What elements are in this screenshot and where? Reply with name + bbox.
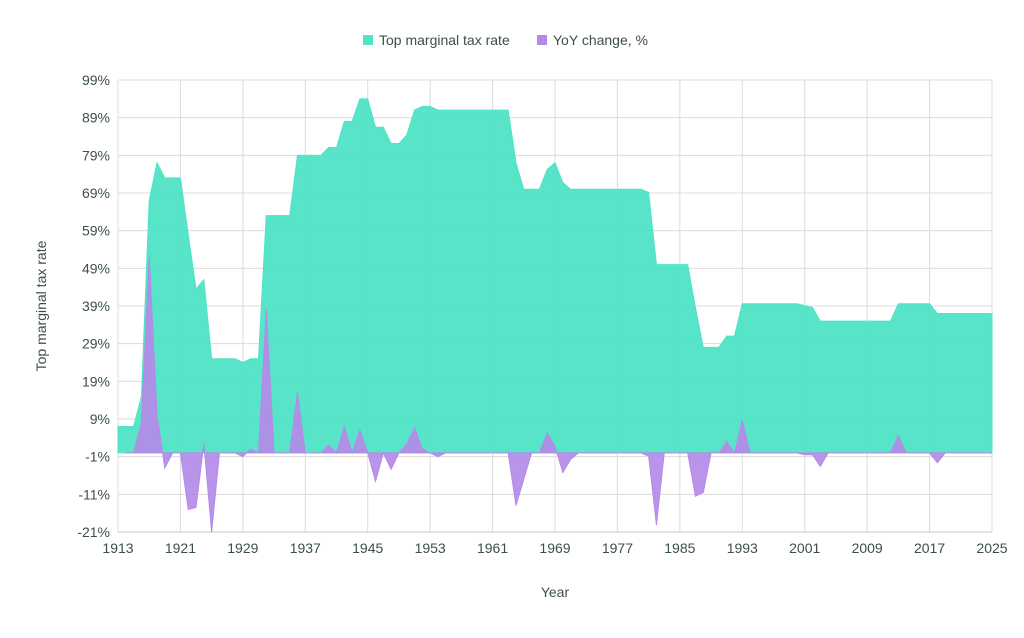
- x-tick-label: 1961: [477, 540, 508, 556]
- y-tick-label: 89%: [82, 110, 110, 126]
- y-tick-label: -21%: [77, 524, 110, 540]
- x-tick-label: 1993: [727, 540, 758, 556]
- x-axis-label: Year: [541, 584, 570, 600]
- y-tick-label: 79%: [82, 147, 110, 163]
- x-tick-label: 1929: [227, 540, 258, 556]
- y-tick-label: 29%: [82, 336, 110, 352]
- x-tick-label: 1977: [602, 540, 633, 556]
- x-tick-label: 2001: [789, 540, 820, 556]
- x-axis-ticks: 1913 1921 1929 1937 1945 1953 1961 1969 1977 1985…: [102, 540, 1007, 556]
- y-tick-label: -1%: [85, 449, 110, 465]
- x-tick-label: 1921: [165, 540, 196, 556]
- x-tick-label: 1969: [539, 540, 570, 556]
- x-tick-label: 1945: [352, 540, 383, 556]
- legend-label-top-marginal-tax-rate: Top marginal tax rate: [379, 32, 510, 48]
- x-tick-label: 1985: [664, 540, 695, 556]
- legend: Top marginal tax rate YoY change, %: [363, 32, 648, 48]
- area-series-top-marginal-tax-rate: [117, 98, 993, 454]
- y-tick-label: 9%: [90, 411, 110, 427]
- y-tick-label: 59%: [82, 223, 110, 239]
- x-tick-label: 1937: [290, 540, 321, 556]
- legend-label-yoy-change: YoY change, %: [553, 32, 648, 48]
- y-tick-label: 39%: [82, 298, 110, 314]
- legend-swatch-yoy-change: [537, 35, 547, 45]
- x-tick-label: 1913: [102, 540, 133, 556]
- y-tick-label: 19%: [82, 373, 110, 389]
- x-tick-label: 2017: [914, 540, 945, 556]
- x-tick-label: 2025: [976, 540, 1007, 556]
- y-tick-label: 99%: [82, 72, 110, 88]
- y-tick-label: 49%: [82, 260, 110, 276]
- y-axis-ticks: -21% -11% -1% 9% 19% 29% 39% 49% 59% 69% 79% 89% 99%: [77, 72, 110, 540]
- x-tick-label: 2009: [852, 540, 883, 556]
- y-tick-label: 69%: [82, 185, 110, 201]
- plot-area: [117, 98, 993, 533]
- y-tick-label: -11%: [78, 486, 110, 502]
- x-tick-label: 1953: [415, 540, 446, 556]
- y-axis-label: Top marginal tax rate: [33, 240, 49, 371]
- area-series-yoy-change: [125, 257, 992, 533]
- legend-swatch-top-marginal-tax-rate: [363, 35, 373, 45]
